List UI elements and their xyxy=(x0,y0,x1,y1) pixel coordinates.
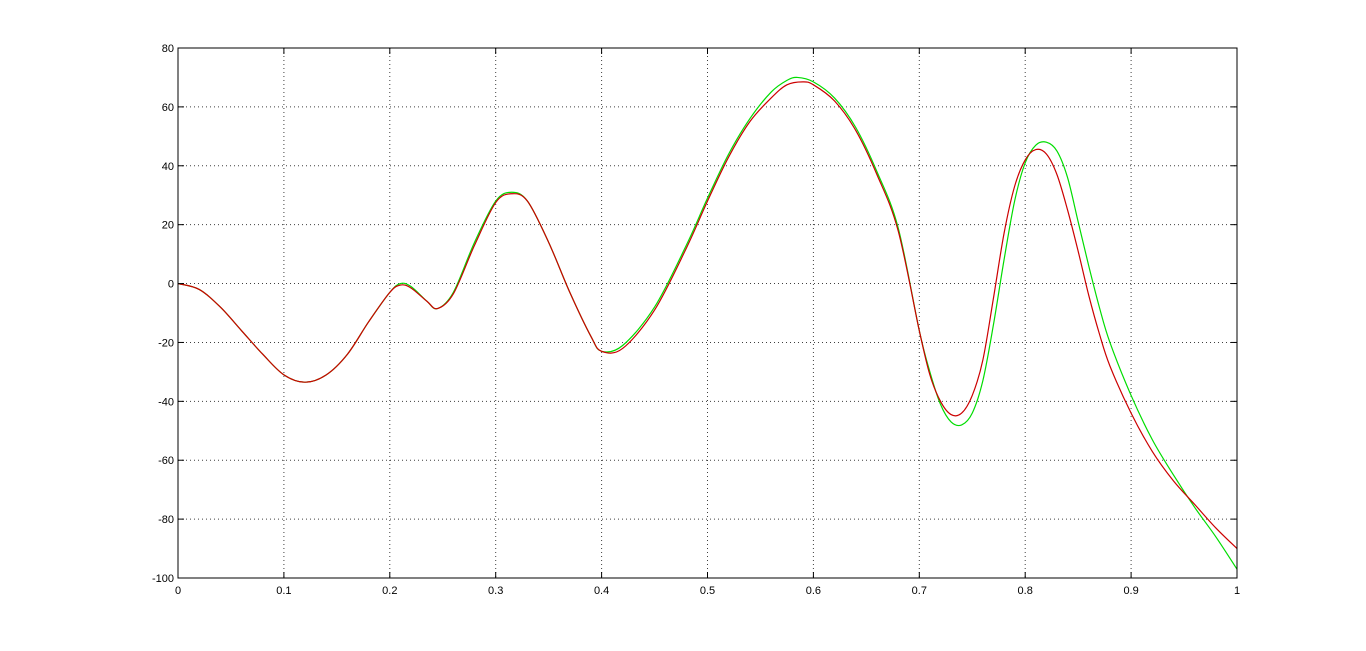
x-tick-label: 0.1 xyxy=(276,585,291,597)
x-tick-label: 0.9 xyxy=(1123,585,1138,597)
x-tick-label: 0.2 xyxy=(382,585,397,597)
x-tick-label: 1 xyxy=(1234,585,1240,597)
y-tick-label: 60 xyxy=(162,102,174,114)
axis-ticks xyxy=(177,47,1238,579)
grid xyxy=(178,48,1237,578)
x-tick-label: 0 xyxy=(175,585,181,597)
y-tick-label: 80 xyxy=(162,43,174,55)
y-tick-label: -80 xyxy=(158,514,174,526)
x-axis-tick-labels: 0 0.1 0.2 0.3 0.4 0.5 0.6 0.7 0.8 0.9 1 xyxy=(175,585,1240,597)
x-tick-label: 0.7 xyxy=(912,585,927,597)
y-tick-label: 40 xyxy=(162,161,174,173)
series-line-2 xyxy=(177,81,1238,549)
x-tick-label: 0.3 xyxy=(488,585,503,597)
series-lines xyxy=(177,76,1238,570)
y-tick-label: -20 xyxy=(158,337,174,349)
y-tick-label: 20 xyxy=(162,220,174,232)
y-tick-label: -100 xyxy=(152,573,174,585)
x-tick-label: 0.5 xyxy=(700,585,715,597)
y-tick-label: -60 xyxy=(158,455,174,467)
y-tick-label: 0 xyxy=(168,279,174,291)
y-tick-label: -40 xyxy=(158,396,174,408)
x-tick-label: 0.6 xyxy=(806,585,821,597)
y-axis-tick-labels: 80 60 40 20 0 -20 -40 -60 -80 -100 xyxy=(152,43,174,585)
x-tick-label: 0.4 xyxy=(594,585,609,597)
x-tick-label: 0.8 xyxy=(1018,585,1033,597)
